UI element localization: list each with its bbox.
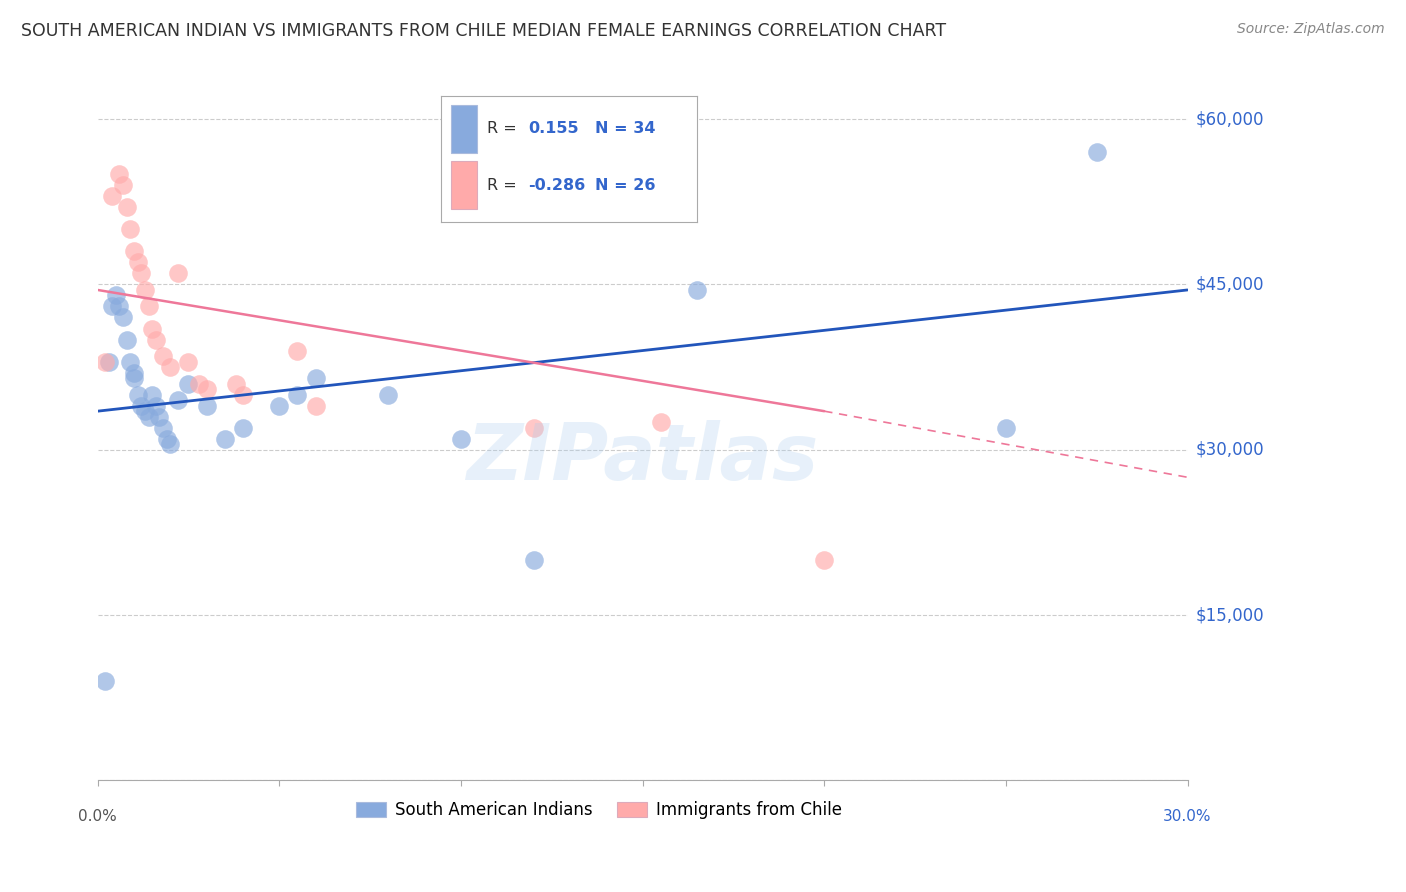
- Point: [159, 360, 181, 375]
- Point: [138, 300, 160, 314]
- Point: [188, 376, 211, 391]
- Point: [195, 399, 218, 413]
- Text: $45,000: $45,000: [1197, 276, 1264, 293]
- Legend: South American Indians, Immigrants from Chile: South American Indians, Immigrants from …: [350, 795, 848, 826]
- Point: [112, 178, 135, 193]
- Point: [120, 354, 142, 368]
- Point: [122, 366, 145, 380]
- Text: $30,000: $30,000: [1197, 441, 1264, 458]
- Point: [97, 354, 120, 368]
- Point: [1085, 145, 1108, 160]
- Point: [101, 300, 124, 314]
- Text: ZIPatlas: ZIPatlas: [467, 420, 818, 496]
- Point: [269, 399, 291, 413]
- Point: [523, 420, 546, 434]
- Point: [101, 189, 124, 203]
- Point: [145, 399, 167, 413]
- Point: [127, 387, 149, 401]
- Point: [122, 371, 145, 385]
- Point: [152, 420, 174, 434]
- Point: [177, 354, 200, 368]
- Point: [813, 553, 835, 567]
- Point: [166, 393, 188, 408]
- Point: [112, 310, 135, 325]
- Point: [166, 267, 188, 281]
- Point: [129, 267, 152, 281]
- Point: [134, 283, 156, 297]
- Point: [145, 333, 167, 347]
- Point: [156, 432, 179, 446]
- Point: [94, 354, 117, 368]
- Point: [195, 382, 218, 396]
- Point: [287, 343, 309, 358]
- Point: [686, 283, 709, 297]
- Text: 30.0%: 30.0%: [1163, 809, 1212, 824]
- Point: [108, 167, 131, 181]
- Point: [141, 321, 163, 335]
- Text: $60,000: $60,000: [1197, 110, 1264, 128]
- Point: [138, 409, 160, 424]
- Point: [177, 376, 200, 391]
- Point: [287, 387, 309, 401]
- Text: 0.0%: 0.0%: [79, 809, 117, 824]
- Point: [115, 200, 138, 214]
- Point: [159, 437, 181, 451]
- Point: [148, 409, 170, 424]
- Point: [450, 432, 472, 446]
- Point: [225, 376, 247, 391]
- Point: [122, 244, 145, 259]
- Point: [650, 415, 672, 429]
- Point: [120, 222, 142, 236]
- Point: [127, 255, 149, 269]
- Point: [134, 404, 156, 418]
- Point: [214, 432, 236, 446]
- Point: [304, 399, 326, 413]
- Point: [232, 420, 254, 434]
- Point: [129, 399, 152, 413]
- Point: [304, 371, 326, 385]
- Text: SOUTH AMERICAN INDIAN VS IMMIGRANTS FROM CHILE MEDIAN FEMALE EARNINGS CORRELATIO: SOUTH AMERICAN INDIAN VS IMMIGRANTS FROM…: [21, 22, 946, 40]
- Point: [152, 349, 174, 363]
- Point: [104, 288, 127, 302]
- Point: [994, 420, 1017, 434]
- Point: [115, 333, 138, 347]
- Point: [108, 300, 131, 314]
- Point: [523, 553, 546, 567]
- Point: [232, 387, 254, 401]
- Point: [94, 674, 117, 689]
- Point: [141, 387, 163, 401]
- Text: $15,000: $15,000: [1197, 606, 1264, 624]
- Text: Source: ZipAtlas.com: Source: ZipAtlas.com: [1237, 22, 1385, 37]
- Point: [377, 387, 399, 401]
